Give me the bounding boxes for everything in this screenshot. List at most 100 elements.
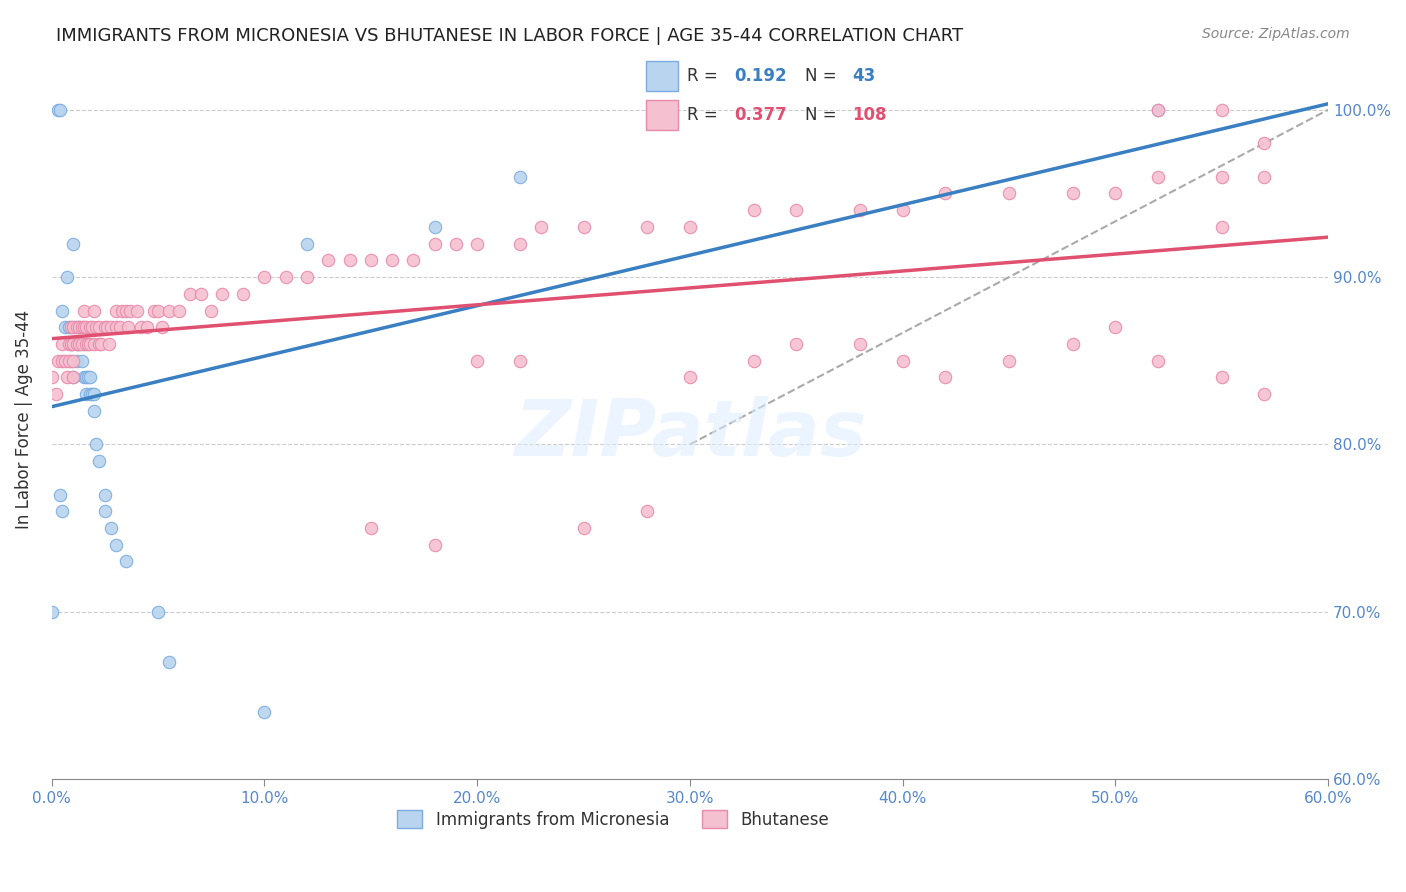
Text: 0.192: 0.192 — [734, 67, 787, 85]
Point — [146, 605, 169, 619]
Text: IMMIGRANTS FROM MICRONESIA VS BHUTANESE IN LABOR FORCE | AGE 35-44 CORRELATION C: IMMIGRANTS FROM MICRONESIA VS BHUTANESE … — [56, 27, 963, 45]
Point — [83, 404, 105, 418]
Point — [51, 303, 73, 318]
Point — [94, 487, 117, 501]
Point — [51, 337, 73, 351]
Point — [115, 554, 138, 568]
Point — [75, 387, 97, 401]
Point — [1211, 219, 1233, 234]
Point — [1104, 320, 1126, 334]
Bar — [645, 100, 678, 130]
Point — [211, 286, 233, 301]
Point — [53, 353, 76, 368]
Point — [1062, 186, 1084, 201]
Point — [157, 303, 180, 318]
Point — [274, 270, 297, 285]
Point — [679, 370, 702, 384]
Point — [360, 521, 382, 535]
Point — [465, 353, 488, 368]
Point — [742, 203, 765, 218]
Point — [94, 504, 117, 518]
Point — [58, 337, 80, 351]
Point — [423, 219, 446, 234]
Point — [104, 320, 127, 334]
Point — [125, 303, 148, 318]
Point — [87, 320, 110, 334]
Point — [53, 320, 76, 334]
Point — [295, 236, 318, 251]
Point — [465, 236, 488, 251]
Point — [157, 655, 180, 669]
Point — [62, 370, 84, 384]
Point — [402, 253, 425, 268]
Point — [59, 337, 82, 351]
Point — [1104, 186, 1126, 201]
Point — [41, 605, 63, 619]
Point — [998, 186, 1021, 201]
Point — [1147, 353, 1170, 368]
Point — [253, 270, 276, 285]
Point — [339, 253, 361, 268]
Point — [58, 320, 80, 334]
Point — [58, 353, 80, 368]
Point — [51, 504, 73, 518]
Point — [849, 203, 872, 218]
Point — [1147, 103, 1170, 117]
Point — [73, 320, 96, 334]
Point — [1211, 103, 1233, 117]
Point — [83, 303, 105, 318]
Point — [79, 320, 101, 334]
Point — [530, 219, 553, 234]
Point — [73, 337, 96, 351]
Point — [1062, 337, 1084, 351]
Point — [46, 103, 69, 117]
Point — [100, 521, 122, 535]
Point — [891, 353, 914, 368]
Point — [200, 303, 222, 318]
Point — [55, 370, 77, 384]
Point — [120, 303, 142, 318]
Point — [115, 303, 138, 318]
Point — [41, 370, 63, 384]
Point — [96, 320, 118, 334]
Point — [108, 320, 131, 334]
Text: 0.377: 0.377 — [734, 105, 787, 123]
Point — [146, 303, 169, 318]
Point — [83, 337, 105, 351]
Point — [934, 370, 956, 384]
Point — [82, 387, 104, 401]
Point — [67, 337, 90, 351]
Point — [66, 320, 89, 334]
Point — [111, 303, 134, 318]
Point — [59, 320, 82, 334]
Point — [75, 337, 97, 351]
Point — [87, 454, 110, 468]
Point — [785, 203, 807, 218]
Point — [509, 169, 531, 184]
Point — [45, 387, 67, 401]
Point — [509, 236, 531, 251]
Point — [316, 253, 339, 268]
Point — [1253, 387, 1275, 401]
Point — [98, 337, 121, 351]
Point — [62, 337, 84, 351]
Point — [742, 353, 765, 368]
Point — [66, 353, 89, 368]
Point — [62, 370, 84, 384]
Text: R =: R = — [688, 67, 723, 85]
Point — [70, 353, 93, 368]
Point — [179, 286, 201, 301]
Point — [509, 353, 531, 368]
Point — [142, 303, 165, 318]
Point — [79, 387, 101, 401]
Point — [381, 253, 404, 268]
Point — [104, 303, 127, 318]
Point — [62, 353, 84, 368]
Point — [190, 286, 212, 301]
Point — [82, 320, 104, 334]
Point — [87, 337, 110, 351]
Text: 43: 43 — [852, 67, 876, 85]
Point — [117, 320, 139, 334]
Text: R =: R = — [688, 105, 723, 123]
Point — [86, 320, 108, 334]
